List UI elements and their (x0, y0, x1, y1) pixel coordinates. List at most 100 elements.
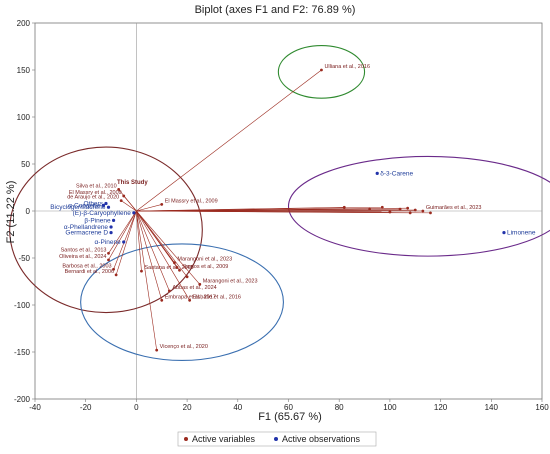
observation-label: Limonene (507, 230, 536, 237)
axis-ticks: -40 -20 0 20 40 60 80 100 120 140 160200150100500-… (14, 19, 549, 412)
variable-vector (136, 210, 190, 301)
x-tick-label: 20 (183, 403, 192, 412)
x-tick-label: 80 (335, 403, 344, 412)
variable-vector (136, 210, 163, 301)
legend-label: Active variables (192, 434, 256, 444)
variable-vector (115, 210, 137, 276)
variable-point (406, 206, 410, 210)
variable-point (114, 273, 118, 277)
variable-vector (113, 210, 137, 270)
variable-point (421, 209, 425, 213)
y-tick-label: 0 (26, 207, 31, 216)
y-tick-label: -200 (14, 395, 31, 404)
variable-point (160, 298, 164, 302)
x-tick-label: 160 (535, 403, 549, 412)
observation-point (109, 231, 113, 235)
variable-label: Marangoni et al., 2023 (177, 257, 232, 263)
variable-point (155, 348, 159, 352)
variable-point (198, 282, 202, 286)
cluster-ellipses (9, 45, 550, 362)
variable-point (119, 199, 123, 203)
variable-point (160, 203, 164, 206)
y-tick-label: 150 (17, 66, 31, 75)
variable-label: Silva et al., 2010 (76, 183, 117, 189)
legend-label: Active observations (282, 434, 361, 444)
y-tick-label: 50 (21, 160, 30, 169)
variable-point (107, 251, 110, 255)
legend-marker (274, 437, 278, 441)
origin-label: This Study (117, 180, 148, 186)
cluster-ellipse (277, 45, 366, 99)
variable-label: Bernardi et al., 2006 (65, 269, 115, 275)
y-tick-label: -150 (14, 348, 31, 357)
observation-point (111, 218, 116, 222)
variable-vector (136, 204, 162, 212)
variable-label: Embrapa et al., 2017 (165, 294, 216, 300)
variable-point (342, 205, 346, 209)
observation-label: (E)-β-Caryophyllene (73, 210, 132, 217)
variable-point (380, 205, 384, 209)
cluster-ellipse (287, 155, 550, 257)
variable-label: El Massry et al., 2009 (69, 190, 122, 196)
variable-point (140, 269, 143, 273)
observation-label: α-Phellandrene (64, 224, 109, 231)
variable-point (178, 268, 181, 272)
observation-point (122, 240, 126, 244)
x-tick-label: 120 (434, 403, 448, 412)
observation-label: α-Copaene (68, 202, 101, 209)
x-tick-label: -40 (29, 403, 41, 412)
variable-vector (136, 210, 170, 292)
observation-point (132, 211, 136, 215)
variable-label: Santos et al., 2013 (61, 247, 107, 253)
observation-label: β-Pinene (84, 217, 111, 224)
y-tick-label: -100 (14, 301, 31, 310)
variable-label: Barbosa et al., 2003 (62, 263, 111, 269)
variable-point (107, 258, 110, 262)
variable-label: Oliveira et al., 2024 (59, 254, 106, 260)
x-tick-label: -20 (80, 403, 92, 412)
variable-vector (136, 210, 431, 214)
legend-box (177, 431, 377, 447)
chart-title: Biplot (axes F1 and F2: 76.89 %) (195, 4, 356, 16)
x-tick-label: 100 (383, 403, 397, 412)
variable-vector (121, 200, 137, 212)
variable-point (112, 267, 115, 271)
variable-vector (136, 210, 142, 272)
observation-point (104, 201, 108, 206)
variable-vector (136, 207, 408, 212)
legend-marker (184, 437, 188, 441)
x-axis-title: F1 (65.67 %) (258, 411, 322, 423)
observation-point (101, 203, 106, 207)
observation-point (109, 225, 113, 229)
variable-vector (136, 210, 178, 268)
legend: Active variables Active observations (177, 431, 377, 447)
observation-label: Germacrene D (65, 230, 108, 237)
variable-label: Santos et al., 2009 (182, 264, 228, 270)
variable-label: Vicenço et al., 2020 (160, 344, 208, 350)
variable-label: de Araujo et al., 2020 (67, 195, 119, 201)
y-tick-label: -50 (18, 254, 30, 263)
variable-point (320, 68, 323, 72)
variable-vector (136, 210, 157, 351)
variable-label: Guimarães et al., 2023 (426, 205, 482, 211)
variable-vector (108, 210, 137, 261)
variable-vectors: Ulliana et al., 2016 Silva et al., 2010El… (59, 64, 482, 352)
x-tick-label: 0 (134, 403, 139, 412)
cluster-ellipse (80, 243, 284, 362)
variable-point (185, 275, 189, 279)
variable-point (117, 187, 121, 191)
variable-label: Ulliana et al., 2016 (324, 64, 370, 70)
cluster-ellipse (9, 146, 203, 314)
y-tick-label: 100 (17, 113, 31, 122)
observation-point (106, 205, 111, 209)
variable-point (429, 211, 432, 215)
observation-point (375, 171, 379, 175)
variable-label: Santana et al., 2009 (144, 265, 193, 271)
observation-point (502, 231, 506, 235)
y-tick-label: 200 (17, 19, 31, 28)
variable-point (188, 298, 192, 302)
variable-vector (136, 210, 201, 285)
observation-label: α-Pinene (95, 239, 122, 246)
